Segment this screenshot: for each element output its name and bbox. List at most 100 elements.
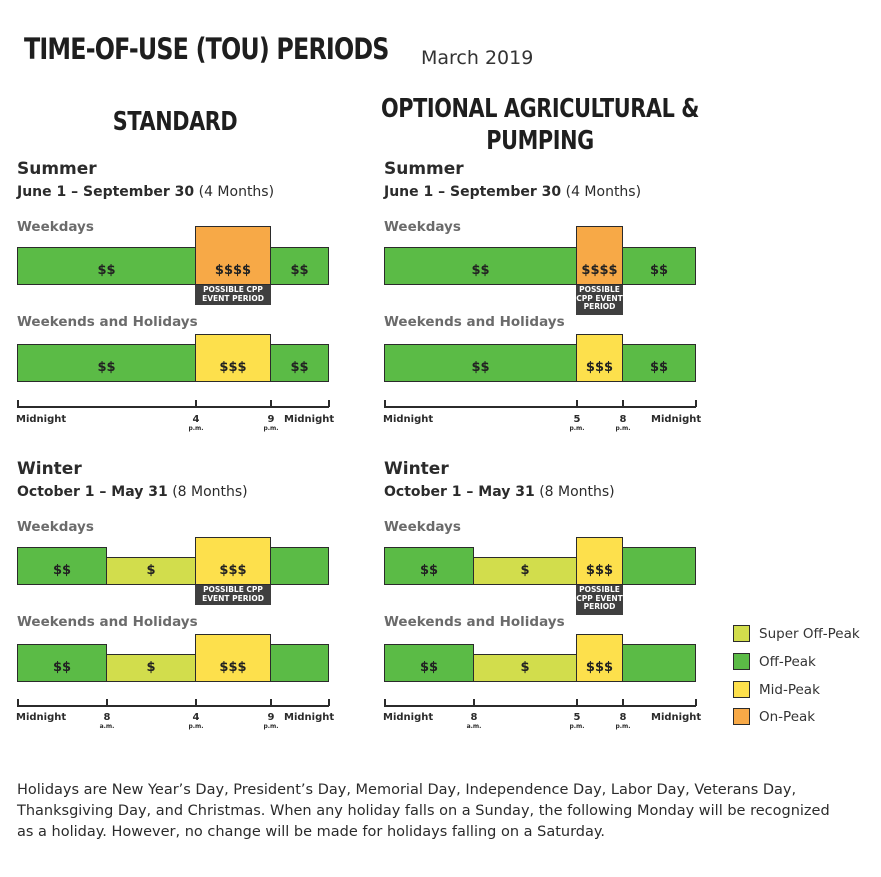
legend-on-peak: On-Peak [733,708,815,725]
axis-tick [695,699,697,706]
on-peak-segment: $$$$ [195,226,271,285]
axis-tick [622,400,624,407]
standard-winter-heading: Winter [17,459,82,479]
tick-label-8am: 8 a.m. [99,712,115,731]
tick-label-midnight: Midnight [383,712,434,723]
standard-summer-weekdays-label: Weekdays [17,219,94,235]
tick-label-4pm: 4 p.m. [188,712,204,731]
mid-peak-segment: $$$ [195,537,271,585]
holiday-footnote: Holidays are New Year’s Day, President’s… [17,782,830,840]
tick-label-midnight: Midnight [284,414,335,425]
off-peak-segment: $$ [270,247,329,285]
axis-tick [622,699,624,706]
tick-label-8am: 8 a.m. [466,712,482,731]
tick-label-midnight: Midnight [651,712,702,723]
off-peak-segment: $$ [384,344,577,382]
standard-winter-weekdays-label: Weekdays [17,519,94,535]
standard-winter-weekends-label: Weekends and Holidays [17,614,198,630]
time-axis [384,705,696,707]
off-peak-segment: $$ [17,344,196,382]
cpp-event-badge: POSSIBLE CPP EVENT PERIOD [576,285,623,315]
off-peak-segment [622,644,696,682]
time-axis [384,406,696,408]
cpp-event-badge: POSSIBLE CPP EVENT PERIOD [195,285,271,305]
super-off-peak-segment: $ [473,557,577,585]
standard-column-title: STANDARD [112,107,238,137]
axis-tick [195,699,197,706]
axis-tick [270,699,272,706]
legend-super-off-peak: Super Off-Peak [733,625,860,642]
mid-peak-segment: $$$ [195,634,271,682]
mid-peak-segment: $$$ [576,334,623,382]
legend-off-peak: Off-Peak [733,653,816,670]
agri-winter-weekends-label: Weekends and Holidays [384,614,565,630]
standard-winter-dates: October 1 – May 31 (8 Months) [17,484,248,500]
mid-peak-segment: $$$ [576,537,623,585]
off-peak-segment: $$ [17,547,107,585]
legend-mid-peak: Mid-Peak [733,681,820,698]
on-peak-segment: $$$$ [576,226,623,285]
cpp-event-badge: POSSIBLE CPP EVENT PERIOD [195,585,271,605]
off-peak-segment: $$ [384,547,474,585]
tick-label-5pm: 5 p.m. [569,414,585,433]
axis-tick [17,400,19,407]
off-peak-segment: $$ [384,247,577,285]
axis-tick [17,699,19,706]
tick-label-8pm: 8 p.m. [615,712,631,731]
time-axis [17,705,329,707]
legend-swatch [733,708,750,725]
standard-summer-dates: June 1 – September 30 (4 Months) [17,184,275,200]
time-axis [17,406,329,408]
axis-tick [576,699,578,706]
agri-summer-weekends-label: Weekends and Holidays [384,314,565,330]
tick-label-9pm: 9 p.m. [263,712,279,731]
publication-date: March 2019 [421,47,534,69]
axis-tick [106,699,108,706]
tick-label-8pm: 8 p.m. [615,414,631,433]
mid-peak-segment: $$$ [576,634,623,682]
axis-tick [473,699,475,706]
page-title: TIME-OF-USE (TOU) PERIODS [24,32,389,66]
off-peak-segment [622,547,696,585]
legend-swatch [733,653,750,670]
off-peak-segment: $$ [622,344,696,382]
tick-label-midnight: Midnight [16,712,67,723]
tick-label-5pm: 5 p.m. [569,712,585,731]
agri-summer-heading: Summer [384,159,464,179]
super-off-peak-segment: $ [473,654,577,682]
axis-tick [695,400,697,407]
off-peak-segment: $$ [384,644,474,682]
standard-summer-weekends-label: Weekends and Holidays [17,314,198,330]
standard-summer-heading: Summer [17,159,97,179]
off-peak-segment: $$ [17,247,196,285]
legend-swatch [733,625,750,642]
tick-label-4pm: 4 p.m. [188,414,204,433]
axis-tick [195,400,197,407]
super-off-peak-segment: $ [106,557,196,585]
tick-label-midnight: Midnight [284,712,335,723]
axis-tick [384,699,386,706]
tick-label-midnight: Midnight [383,414,434,425]
cpp-event-badge: POSSIBLE CPP EVENT PERIOD [576,585,623,615]
off-peak-segment: $$ [622,247,696,285]
mid-peak-segment: $$$ [195,334,271,382]
agri-winter-heading: Winter [384,459,449,479]
axis-tick [328,400,330,407]
agri-winter-dates: October 1 – May 31 (8 Months) [384,484,615,500]
axis-tick [328,699,330,706]
agri-winter-weekdays-label: Weekdays [384,519,461,535]
agri-summer-dates: June 1 – September 30 (4 Months) [384,184,642,200]
axis-tick [576,400,578,407]
tick-label-midnight: Midnight [651,414,702,425]
axis-tick [384,400,386,407]
tick-label-9pm: 9 p.m. [263,414,279,433]
agri-summer-weekdays-label: Weekdays [384,219,461,235]
off-peak-segment: $$ [270,344,329,382]
super-off-peak-segment: $ [106,654,196,682]
off-peak-segment [270,644,329,682]
tick-label-midnight: Midnight [16,414,67,425]
off-peak-segment: $$ [17,644,107,682]
axis-tick [270,400,272,407]
agricultural-column-title: OPTIONAL AGRICULTURAL & PUMPING [380,94,700,156]
legend-swatch [733,681,750,698]
